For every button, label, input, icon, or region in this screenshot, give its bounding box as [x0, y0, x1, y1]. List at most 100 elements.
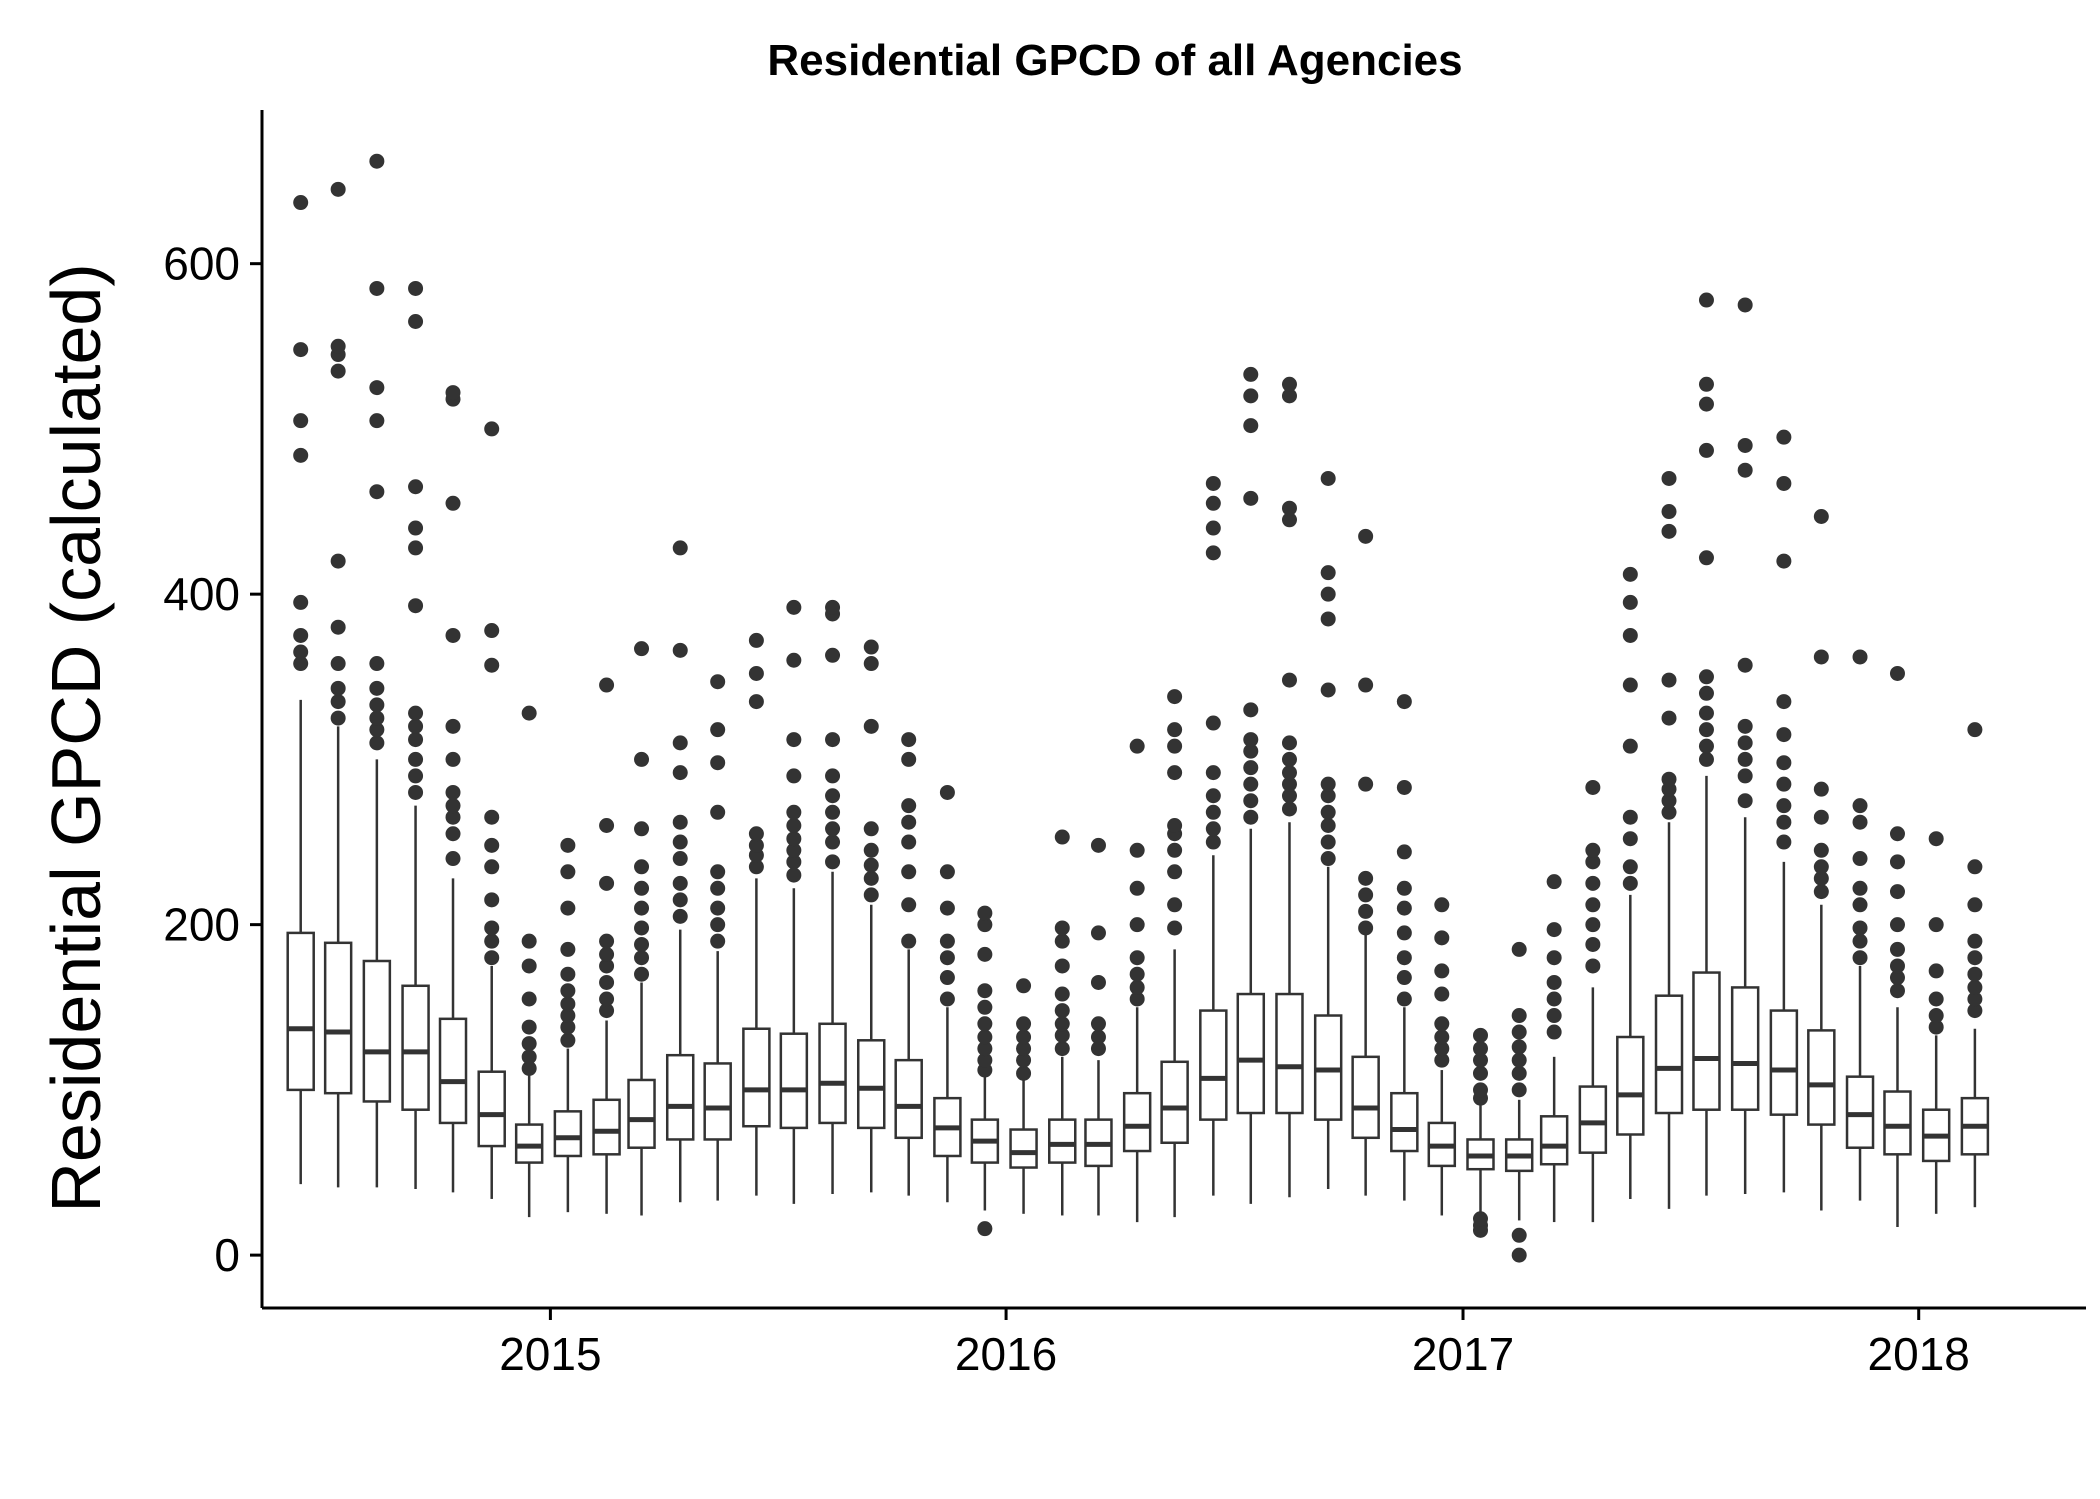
- outlier-point: [1928, 1019, 1944, 1035]
- outlier-point: [330, 694, 346, 710]
- outlier-point: [1889, 983, 1905, 999]
- outlier-point: [1205, 715, 1221, 731]
- outlier-point: [408, 784, 424, 800]
- outlier-point: [1698, 376, 1714, 392]
- outlier-point: [1967, 933, 1983, 949]
- outlier-point: [710, 722, 726, 738]
- outlier-point: [825, 647, 841, 663]
- outlier-point: [1852, 933, 1868, 949]
- box-iqr: [1048, 1118, 1077, 1164]
- axes: 0 200 400 600 2015 2016 2017 2018: [163, 110, 2086, 1380]
- box-group-2016-06: [1199, 475, 1228, 1196]
- outlier-point: [939, 900, 955, 916]
- box-iqr: [438, 1017, 468, 1125]
- box-iqr: [894, 1058, 923, 1140]
- outlier-point: [293, 656, 309, 672]
- outlier-point: [1129, 738, 1145, 754]
- outlier-point: [599, 974, 615, 990]
- outlier-point: [1243, 809, 1259, 825]
- outlier-point: [1320, 788, 1336, 804]
- outlier-point: [1358, 887, 1374, 903]
- outlier-point: [1281, 776, 1297, 792]
- outlier-point: [1320, 470, 1336, 486]
- box-group-2016-10: [1351, 528, 1380, 1196]
- box-iqr: [1692, 971, 1721, 1111]
- outlier-point: [330, 553, 346, 569]
- box-iqr: [1769, 1009, 1799, 1116]
- outlier-point: [710, 674, 726, 690]
- outlier-point: [445, 385, 461, 401]
- outlier-point: [1813, 842, 1829, 858]
- outlier-point: [901, 933, 917, 949]
- outlier-point: [1281, 788, 1297, 804]
- outlier-point: [1281, 376, 1297, 392]
- outlier-point: [1546, 874, 1562, 890]
- outlier-point: [1129, 966, 1145, 982]
- outlier-point: [330, 656, 346, 672]
- outlier-point: [1434, 986, 1450, 1002]
- outlier-point: [330, 680, 346, 696]
- outlier-point: [1320, 817, 1336, 833]
- box-group-2014-09: [401, 280, 430, 1190]
- outlier-point: [1698, 705, 1714, 721]
- outlier-point: [1281, 735, 1297, 751]
- outlier-point: [599, 677, 615, 693]
- outlier-point: [1472, 1211, 1488, 1227]
- box-group-2016-11: [1390, 694, 1419, 1201]
- outlier-point: [1129, 880, 1145, 896]
- outlier-point: [786, 599, 802, 615]
- outlier-point: [1661, 771, 1677, 787]
- box-group-2017-07: [1692, 292, 1721, 1196]
- outlier-point: [1281, 500, 1297, 516]
- box-group-2014-12: [514, 705, 544, 1218]
- outlier-point: [1090, 925, 1106, 941]
- outlier-point: [1281, 765, 1297, 781]
- outlier-point: [1852, 950, 1868, 966]
- outlier-point: [408, 520, 424, 536]
- outlier-point: [1813, 649, 1829, 665]
- outlier-point: [1511, 1227, 1527, 1243]
- outlier-point: [863, 842, 879, 858]
- outlier-point: [521, 1019, 537, 1035]
- box-iqr: [362, 959, 392, 1103]
- outlier-point: [293, 413, 309, 429]
- outlier-point: [1434, 1041, 1450, 1057]
- outlier-point: [1585, 875, 1601, 891]
- outlier-point: [1167, 897, 1183, 913]
- outlier-point: [672, 735, 688, 751]
- outlier-point: [560, 966, 576, 982]
- outlier-point: [521, 705, 537, 721]
- outlier-point: [369, 680, 385, 696]
- outlier-point: [1320, 776, 1336, 792]
- outlier-point: [1167, 817, 1183, 833]
- outlier-point: [1129, 842, 1145, 858]
- outlier-point: [825, 768, 841, 784]
- outlier-point: [825, 821, 841, 837]
- outlier-point: [1511, 1052, 1527, 1068]
- outlier-point: [484, 950, 500, 966]
- outlier-point: [748, 632, 764, 648]
- box-iqr: [401, 984, 430, 1111]
- outlier-point: [1243, 388, 1259, 404]
- outlier-point: [369, 735, 385, 751]
- outlier-point: [1396, 779, 1412, 795]
- box-group-2018-02: [1960, 722, 1990, 1208]
- box-group-2016-04: [1122, 738, 1152, 1223]
- outlier-point: [710, 917, 726, 933]
- outlier-point: [1396, 970, 1412, 986]
- outlier-point: [1205, 834, 1221, 850]
- outlier-point: [1585, 958, 1601, 974]
- outlier-point: [1776, 755, 1792, 771]
- box-iqr: [1160, 1060, 1189, 1145]
- outlier-point: [977, 946, 993, 962]
- outlier-point: [408, 280, 424, 296]
- outlier-point: [748, 837, 764, 853]
- box-iqr: [1730, 986, 1760, 1111]
- outlier-point: [1281, 672, 1297, 688]
- outlier-point: [1320, 586, 1336, 602]
- outlier-point: [1698, 550, 1714, 566]
- outlier-point: [672, 814, 688, 830]
- outlier-point: [1396, 925, 1412, 941]
- outlier-point: [786, 854, 802, 870]
- box-group-2017-09: [1769, 429, 1799, 1193]
